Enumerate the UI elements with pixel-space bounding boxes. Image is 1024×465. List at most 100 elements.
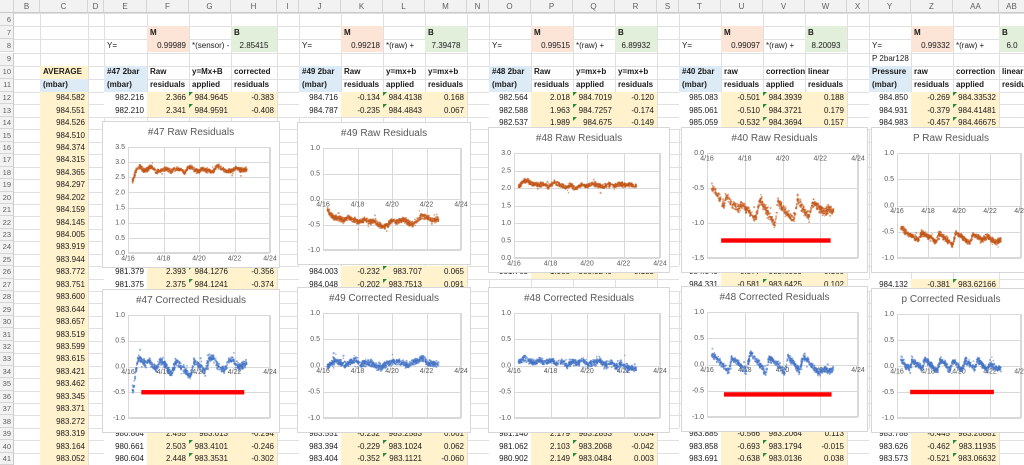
row-header-16[interactable]: 16	[0, 141, 14, 155]
cell-K13[interactable]: -0.235	[341, 104, 383, 117]
cell-W13[interactable]: 0.179	[805, 104, 847, 117]
fit-operator-2[interactable]: *(raw) +	[386, 40, 415, 50]
fit-intercept-1[interactable]: 2.85415	[231, 39, 277, 53]
cell-C29[interactable]: 983.644	[40, 303, 88, 316]
cell-C19[interactable]: 984.297	[40, 179, 88, 192]
cell-F26[interactable]: 2.393	[147, 266, 189, 279]
cell-G40[interactable]: 983.4101	[189, 440, 231, 453]
cell-C26[interactable]: 983.772	[40, 266, 88, 279]
header-Y11[interactable]: (mbar)	[869, 78, 911, 92]
header-Q11[interactable]: applied	[576, 80, 605, 90]
cell-C33[interactable]: 983.615	[40, 353, 88, 366]
fit-y-equals-5[interactable]: Y=	[872, 40, 883, 50]
fit-slope-2[interactable]: 0.99218	[341, 39, 383, 53]
header-O11[interactable]: (mbar)	[489, 78, 531, 92]
cell-C23[interactable]: 984.005	[40, 228, 88, 242]
cell-J13[interactable]: 984.787	[299, 104, 341, 117]
row-header-25[interactable]: 25	[0, 253, 14, 267]
header-U10[interactable]: raw	[724, 67, 738, 77]
cell-C32[interactable]: 983.599	[40, 340, 88, 354]
cell-P13[interactable]: 1.963	[531, 104, 573, 117]
header-W10[interactable]: linear	[808, 67, 830, 77]
cell-Z40[interactable]: -0.462	[911, 440, 953, 453]
cell-P12[interactable]: 2.018	[531, 92, 573, 105]
header-average-unit[interactable]: (mbar)	[40, 78, 88, 92]
cell-C21[interactable]: 984.159	[40, 203, 88, 217]
m-label-4[interactable]: M	[721, 26, 763, 40]
cell-E40[interactable]: 980.661	[104, 440, 147, 453]
cell-C31[interactable]: 983.519	[40, 328, 88, 341]
column-header-J[interactable]: J	[299, 0, 341, 13]
row-header-29[interactable]: 29	[0, 303, 14, 316]
header-R10[interactable]: y=mx+b	[618, 67, 649, 77]
cell-Y12[interactable]: 984.850	[869, 92, 911, 105]
header-K11[interactable]: residuals	[344, 80, 380, 90]
cell-AA14[interactable]: 984.46675	[953, 116, 999, 130]
cell-M41[interactable]: -0.060	[425, 452, 467, 465]
header-P10[interactable]: Raw	[534, 67, 551, 77]
cell-L12[interactable]: 984.4138	[383, 92, 425, 105]
cell-Q14[interactable]: 984.675	[573, 116, 615, 130]
b-label-4[interactable]: B	[805, 26, 847, 40]
cell-P14[interactable]: 1.989	[531, 116, 573, 130]
row-header-10[interactable]: 10	[0, 65, 14, 79]
cell-M40[interactable]: 0.062	[425, 440, 467, 453]
column-header-E[interactable]: E	[104, 0, 147, 13]
fit-intercept-5[interactable]: 6.0	[999, 39, 1024, 53]
header-L10[interactable]: y=mx+b	[386, 67, 417, 77]
chart-48-corrected-1[interactable]: #48 Corrected Residuals	[488, 287, 670, 433]
row-header-24[interactable]: 24	[0, 241, 14, 254]
b-label-1[interactable]: B	[231, 26, 277, 40]
cell-L41[interactable]: 983.1121	[383, 452, 425, 465]
row-header-35[interactable]: 35	[0, 378, 14, 391]
cell-C38[interactable]: 983.272	[40, 415, 88, 428]
header-Y10[interactable]: Pressure	[869, 65, 911, 79]
header-L11[interactable]: applied	[386, 80, 415, 90]
b-label-3[interactable]: B	[615, 26, 657, 40]
fit-operator-4[interactable]: *(raw) +	[766, 40, 795, 50]
cell-R13[interactable]: -0.174	[615, 104, 657, 117]
cell-G27[interactable]: 984.1241	[189, 278, 231, 292]
cell-E26[interactable]: 981.379	[104, 266, 147, 279]
cell-V12[interactable]: 984.3939	[763, 92, 805, 105]
header-R11[interactable]: residuals	[618, 80, 654, 90]
header-M10[interactable]: y=mx+b	[428, 67, 459, 77]
row-header-37[interactable]: 37	[0, 403, 14, 416]
column-header-P[interactable]: P	[531, 0, 573, 13]
row-header-22[interactable]: 22	[0, 216, 14, 229]
cell-T40[interactable]: 983.858	[679, 440, 721, 453]
cell-T14[interactable]: 985.059	[679, 116, 721, 130]
cell-O40[interactable]: 981.062	[489, 440, 531, 453]
cell-C22[interactable]: 984.145	[40, 216, 88, 229]
row-header-39[interactable]: 39	[0, 427, 14, 441]
cell-Y40[interactable]: 983.626	[869, 440, 911, 453]
cell-C41[interactable]: 983.052	[40, 452, 88, 465]
select-all-corner[interactable]	[0, 0, 14, 13]
cell-J41[interactable]: 983.404	[299, 452, 341, 465]
row-header-6[interactable]: 6	[0, 13, 14, 27]
cell-U13[interactable]: -0.510	[721, 104, 763, 117]
chart-47-corrected[interactable]: #47 Corrected Residuals	[102, 289, 280, 433]
cell-R40[interactable]: -0.042	[615, 440, 657, 453]
column-header-W[interactable]: W	[805, 0, 847, 13]
cell-C12[interactable]: 984.582	[40, 92, 88, 105]
header-Q10[interactable]: y=mx+b	[576, 67, 607, 77]
cell-O13[interactable]: 982.588	[489, 104, 531, 117]
cell-AA40[interactable]: 983.11935	[953, 440, 999, 453]
cell-C35[interactable]: 983.462	[40, 378, 88, 391]
cell-Z14[interactable]: -0.457	[911, 116, 953, 130]
header-T10[interactable]: #40 2bar	[679, 65, 721, 79]
fit-operator-3[interactable]: *(raw) +	[576, 40, 605, 50]
fit-y-equals-4[interactable]: Y=	[682, 40, 693, 50]
cell-Z13[interactable]: -0.379	[911, 104, 953, 117]
cell-C28[interactable]: 983.600	[40, 291, 88, 304]
cell-Y13[interactable]: 984.931	[869, 104, 911, 117]
cell-G13[interactable]: 984.9591	[189, 104, 231, 117]
cell-E27[interactable]: 981.375	[104, 278, 147, 292]
fit-y-equals-3[interactable]: Y=	[492, 40, 503, 50]
fit-y-equals-2[interactable]: Y=	[302, 40, 313, 50]
cell-C37[interactable]: 983.371	[40, 403, 88, 416]
cell-R14[interactable]: -0.149	[615, 116, 657, 130]
row-header-27[interactable]: 27	[0, 278, 14, 292]
row-header-19[interactable]: 19	[0, 179, 14, 192]
